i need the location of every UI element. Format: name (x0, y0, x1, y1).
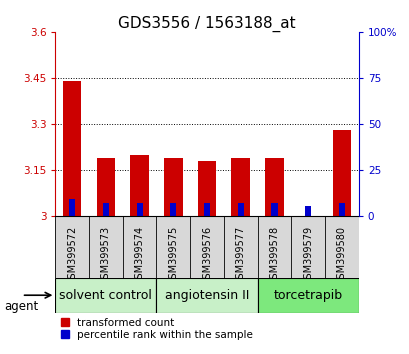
Text: GSM399572: GSM399572 (67, 225, 77, 285)
Bar (164, 158, 182, 216)
Bar (55, 278, 156, 313)
Bar (63, 81, 81, 216)
Text: GSM399575: GSM399575 (168, 225, 178, 285)
Bar (338, 204, 344, 216)
Bar (69, 199, 75, 216)
Legend: transformed count, percentile rank within the sample: transformed count, percentile rank withi… (61, 318, 252, 340)
Text: GSM399579: GSM399579 (302, 225, 312, 285)
Text: solvent control: solvent control (59, 289, 152, 302)
Text: GSM399573: GSM399573 (101, 225, 111, 285)
Bar (130, 155, 148, 216)
Bar (257, 278, 358, 313)
Bar (231, 158, 249, 216)
Text: GSM399578: GSM399578 (269, 225, 279, 285)
Text: GSM399576: GSM399576 (202, 225, 211, 285)
Bar (265, 158, 283, 216)
Text: torcetrapib: torcetrapib (273, 289, 342, 302)
Bar (271, 204, 277, 216)
Text: angiotensin II: angiotensin II (164, 289, 249, 302)
Bar (197, 161, 216, 216)
Bar (304, 206, 310, 216)
Bar (332, 130, 350, 216)
Bar (97, 158, 115, 216)
Text: GSM399574: GSM399574 (134, 225, 144, 285)
Bar (103, 204, 109, 216)
Text: agent: agent (4, 300, 38, 313)
Text: GSM399577: GSM399577 (235, 225, 245, 285)
Title: GDS3556 / 1563188_at: GDS3556 / 1563188_at (118, 16, 295, 32)
Text: GSM399580: GSM399580 (336, 225, 346, 285)
Bar (156, 278, 257, 313)
Bar (204, 204, 209, 216)
Bar (237, 204, 243, 216)
Bar (136, 204, 142, 216)
Bar (170, 204, 176, 216)
